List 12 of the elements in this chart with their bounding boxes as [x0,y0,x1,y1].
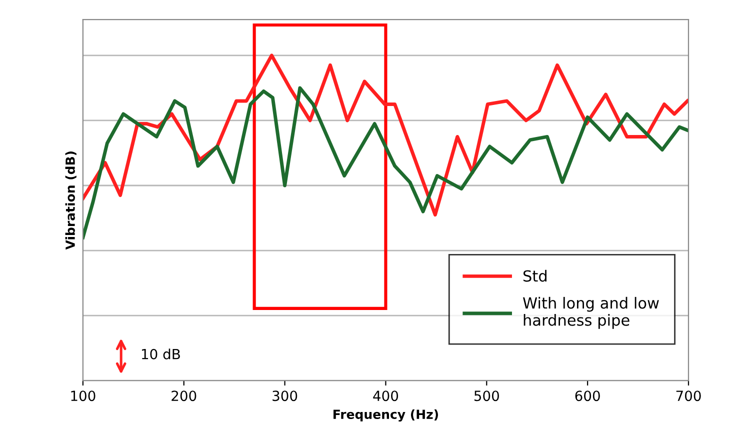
x-tick-label: 400 [373,390,398,402]
x-tick-label: 500 [474,390,499,402]
x-tick-label: 300 [272,390,298,402]
x-tick-label: 600 [575,390,600,402]
legend-label: With long and low hardness pipe [522,296,659,329]
legend-label: Std [523,270,546,282]
y-axis-title: Vibration (dB) [65,152,76,250]
x-tick-label: 700 [676,390,701,402]
x-tick-label: 100 [71,390,96,402]
x-tick-label: 200 [172,390,196,402]
x-axis-title: Frequency (Hz) [334,409,438,422]
annotation: 10 dB [142,348,180,360]
